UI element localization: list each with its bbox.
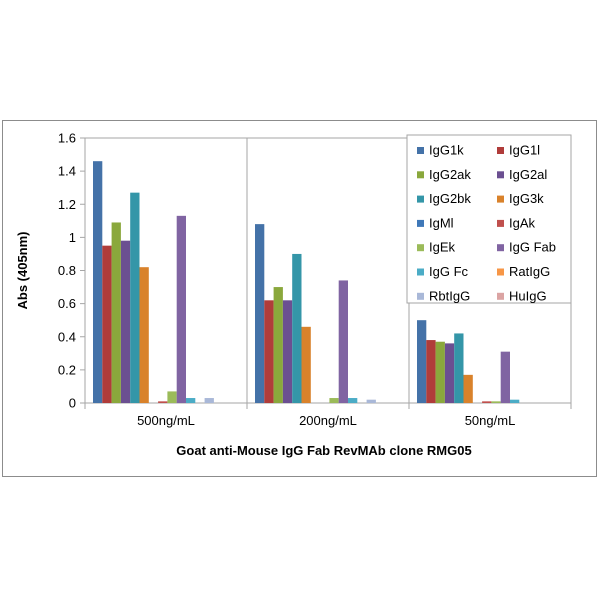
- bar-igg2bk: [130, 192, 140, 403]
- bar-igek: [167, 391, 177, 403]
- bar-igek: [491, 401, 501, 403]
- bar-igg2bk: [292, 253, 302, 403]
- legend-label: RatIgG: [509, 264, 550, 279]
- legend-swatch: [417, 219, 424, 227]
- legend-label: IgG3k: [509, 191, 544, 206]
- x-axis-title: Goat anti-Mouse IgG Fab RevMAb clone RMG…: [176, 443, 471, 458]
- bar-igg-fc: [348, 398, 358, 403]
- bar-igg3k: [463, 374, 473, 403]
- legend-label: IgG2ak: [429, 167, 471, 182]
- bar-igg2al: [120, 240, 131, 403]
- bar-igg3k: [139, 267, 149, 403]
- bar-igg1k: [417, 320, 427, 403]
- bar-igg1k: [93, 161, 103, 403]
- bar-igg-fab: [176, 215, 186, 403]
- bar-igg3k: [301, 326, 311, 403]
- legend-label: RbtIgG: [429, 288, 470, 303]
- y-tick-label: 0: [69, 396, 76, 411]
- bar-igg2bk: [454, 333, 464, 403]
- bar-rbtigg: [204, 398, 214, 403]
- legend-label: IgEk: [429, 240, 456, 255]
- y-axis-title: Abs (405nm): [15, 231, 30, 309]
- x-tick-label: 500ng/mL: [137, 413, 195, 428]
- legend-swatch: [417, 171, 424, 179]
- legend-swatch: [497, 171, 504, 179]
- chart: 0 0.2 0.4 0.6 0.8 1 1.2 1.4 1.6 500ng/mL 200ng/mL 5…: [15, 131, 572, 458]
- y-tick-label: 1.6: [58, 131, 76, 146]
- bar-igg-fc: [186, 398, 196, 403]
- legend-swatch: [417, 195, 424, 203]
- y-tick-label: 0.6: [58, 296, 76, 311]
- x-tick-label: 200ng/mL: [299, 413, 357, 428]
- legend-label: IgMl: [429, 215, 454, 230]
- y-tick-label: 0.2: [58, 362, 76, 377]
- bar-igg-fc: [510, 399, 520, 403]
- x-tick-label: 50ng/mL: [465, 413, 516, 428]
- bars: [93, 161, 520, 403]
- bar-igg2al: [444, 343, 455, 403]
- bar-igg-fab: [500, 351, 510, 403]
- legend-swatch: [417, 244, 424, 252]
- legend-swatch: [417, 292, 424, 300]
- bar-igek: [329, 398, 339, 403]
- legend-swatch: [497, 219, 504, 227]
- legend-swatch: [497, 195, 504, 203]
- bar-igak: [482, 401, 492, 403]
- y-tick-label: 1.2: [58, 197, 76, 212]
- y-tick-label: 1.4: [58, 164, 76, 179]
- bar-igg1l: [102, 245, 112, 403]
- legend-swatch: [497, 147, 504, 154]
- legend-label: IgG1l: [509, 143, 540, 158]
- legend-box: [406, 134, 572, 304]
- legend-swatch: [497, 268, 504, 276]
- axes: 0 0.2 0.4 0.6 0.8 1 1.2 1.4 1.6 500ng/mL 200ng/mL 5…: [58, 131, 515, 429]
- bar-igg2al: [282, 300, 293, 403]
- legend-swatch: [417, 147, 424, 154]
- bar-igg2ak: [435, 341, 445, 403]
- bar-igg1l: [426, 340, 436, 403]
- legend-label: IgG2al: [509, 167, 547, 182]
- legend-swatch: [417, 268, 424, 276]
- y-tick-label: 1: [69, 230, 76, 245]
- legend-swatch: [497, 292, 504, 300]
- legend-label: IgG Fc: [429, 264, 469, 279]
- y-tick-label: 0.8: [58, 263, 76, 278]
- bar-igg-fab: [338, 280, 348, 403]
- y-tick-label: 0.4: [58, 329, 76, 344]
- chart-frame: 0 0.2 0.4 0.6 0.8 1 1.2 1.4 1.6 500ng/mL 200ng/mL 5…: [2, 120, 597, 477]
- legend-label: HuIgG: [509, 288, 547, 303]
- legend: IgG1k IgG1l IgG2ak IgG2al IgG2bk IgG3k IgMl IgA…: [406, 134, 572, 304]
- legend-label: IgG Fab: [509, 240, 556, 255]
- legend-swatch: [497, 244, 504, 252]
- legend-label: IgAk: [509, 215, 536, 230]
- bar-rbtigg: [366, 399, 376, 403]
- bar-igg2ak: [111, 222, 121, 403]
- legend-label: IgG1k: [429, 143, 464, 158]
- bar-igg1k: [255, 224, 265, 403]
- bar-igak: [158, 401, 168, 403]
- bar-igg1l: [264, 300, 274, 403]
- legend-label: IgG2bk: [429, 191, 471, 206]
- bar-igg2ak: [273, 287, 283, 403]
